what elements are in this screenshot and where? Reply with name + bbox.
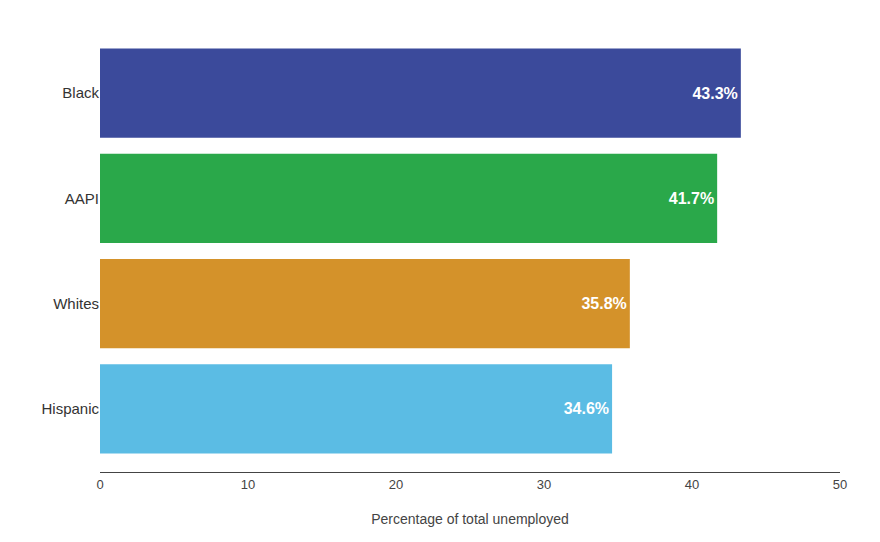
svg-text:AAPI: AAPI xyxy=(65,190,99,207)
svg-text:Black: Black xyxy=(62,84,99,101)
svg-text:41.7%: 41.7% xyxy=(669,190,714,207)
svg-text:40: 40 xyxy=(685,477,699,492)
svg-text:Whites: Whites xyxy=(53,295,99,312)
svg-text:Percentage of total unemployed: Percentage of total unemployed xyxy=(371,511,569,527)
svg-text:Hispanic: Hispanic xyxy=(41,400,99,417)
svg-text:50: 50 xyxy=(833,477,847,492)
svg-text:34.6%: 34.6% xyxy=(564,400,609,417)
svg-text:30: 30 xyxy=(537,477,551,492)
svg-text:43.3%: 43.3% xyxy=(692,85,737,102)
svg-text:35.8%: 35.8% xyxy=(581,295,626,312)
svg-text:20: 20 xyxy=(389,477,403,492)
svg-text:0: 0 xyxy=(96,477,103,492)
svg-text:10: 10 xyxy=(241,477,255,492)
